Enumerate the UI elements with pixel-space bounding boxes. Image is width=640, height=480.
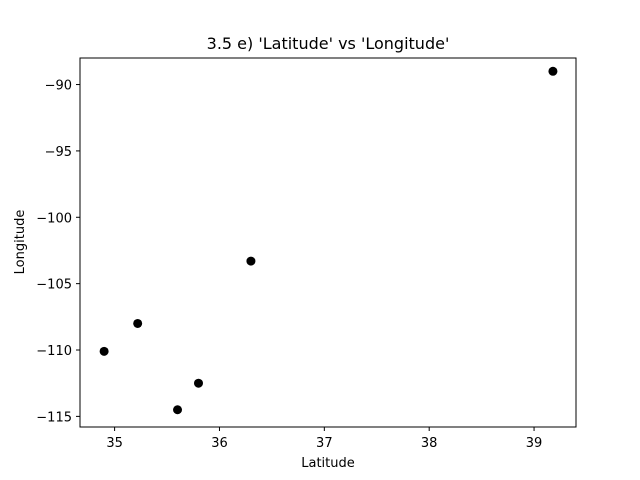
data-point — [99, 346, 109, 356]
x-tick-label: 35 — [106, 436, 123, 451]
x-tick-label: 38 — [421, 436, 438, 451]
y-tick-label: −95 — [45, 145, 72, 160]
x-tick-label: 37 — [316, 436, 333, 451]
data-point — [173, 405, 183, 415]
y-tick-label: −90 — [45, 79, 72, 94]
plot-frame — [79, 57, 577, 428]
y-axis-ticks: −115 −110 −105 −100 −95 −90 — [36, 79, 80, 425]
data-point — [548, 66, 558, 76]
data-point — [193, 378, 203, 388]
y-tick-label: −105 — [36, 278, 72, 293]
x-tick-label: 39 — [526, 436, 543, 451]
x-axis-label: Latitude — [301, 456, 355, 471]
data-point — [246, 256, 256, 266]
y-tick-label: −115 — [36, 410, 72, 425]
data-point — [133, 318, 143, 328]
data-points — [99, 66, 558, 415]
y-axis-label: Longitude — [13, 210, 28, 275]
y-tick-label: −100 — [36, 211, 72, 226]
chart-title: 3.5 e) 'Latitude' vs 'Longitude' — [207, 34, 450, 53]
y-tick-label: −110 — [36, 344, 72, 359]
x-tick-label: 36 — [211, 436, 228, 451]
x-axis-ticks: 35 36 37 38 39 — [106, 427, 542, 451]
